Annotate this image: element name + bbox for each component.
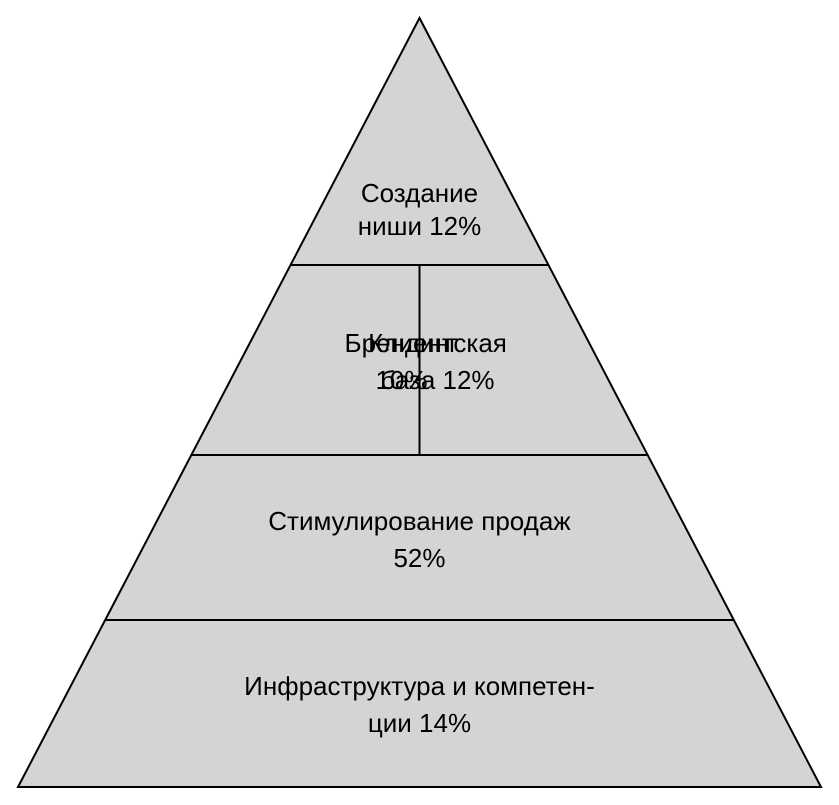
pyramid-label-sales-line2: 52%	[393, 543, 445, 573]
pyramid-label-infra-line1: Инфраструктура и компетен-	[244, 671, 595, 701]
pyramid-label-sales-line1: Стимулирование продаж	[268, 506, 571, 536]
pyramid-diagram: Создание ниши 12% Брендинг 10% Клиентска…	[0, 0, 839, 805]
pyramid-label-client-line2: база 12%	[380, 365, 494, 395]
pyramid-label-top-line1: Создание	[361, 178, 478, 208]
pyramid-label-infra-line2: ции 14%	[368, 708, 471, 738]
pyramid-label-client-line1: Клиентская	[368, 328, 507, 358]
pyramid-label-top-line2: ниши 12%	[358, 211, 482, 241]
